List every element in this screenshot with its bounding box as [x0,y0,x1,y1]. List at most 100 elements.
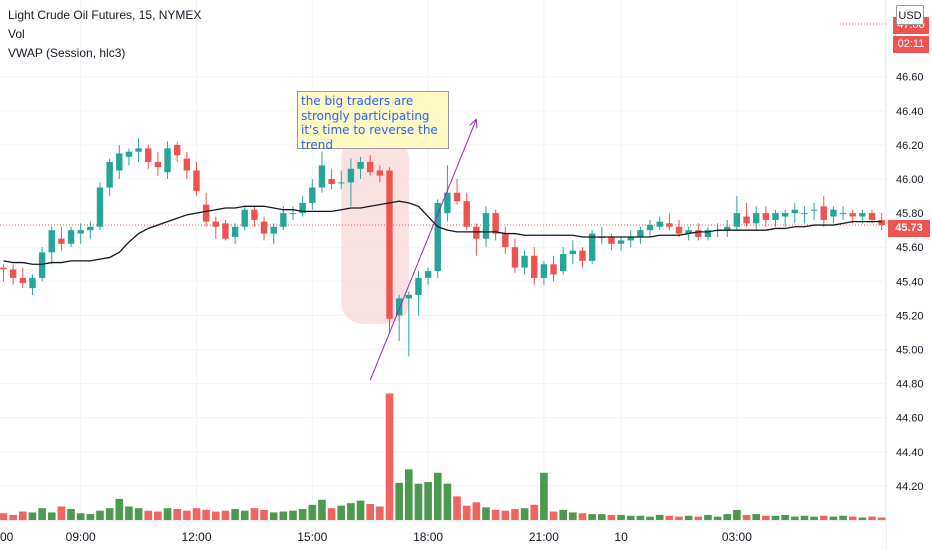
volume-bar [269,512,278,520]
volume-bar [655,514,664,520]
volume-bar [636,515,645,520]
chart-legend: Light Crude Oil Futures, 15, NYMEX Vol V… [8,6,201,63]
candle-body [762,213,770,220]
volume-bar [800,515,809,520]
price-tick-label: 45.00 [896,345,924,357]
volume-bar [279,511,288,520]
text-note-annotation[interactable]: the big traders are strongly participati… [297,91,449,152]
candle-body [135,148,142,152]
volume-bar [810,516,818,520]
volume-bar [298,509,307,520]
volume-bar [347,503,355,520]
candle-body [395,298,403,316]
candle-body [579,250,586,261]
time-tick-label: 12:00 [181,530,211,544]
candle-body [791,209,798,214]
volume-bar [559,509,567,520]
time-tick-label: 00 [0,530,14,544]
currency-button[interactable]: USD [896,5,924,25]
candle-body [19,277,26,284]
candle-body [222,223,229,239]
candle-body [521,255,528,268]
candle-body [415,277,422,295]
candle-body [473,226,480,239]
volume-bar [829,516,838,520]
volume-bar [848,516,857,520]
candle-body [424,271,432,278]
candle-body [193,170,200,191]
candle-body [183,158,191,171]
candle-body [125,151,133,157]
candle-body [695,230,702,237]
candle-body [627,236,634,241]
price-tick-label: 44.20 [896,481,924,493]
volume-bar [617,514,625,520]
candle-body [0,267,7,270]
volume-bar [540,472,548,520]
vwap-study-label[interactable]: VWAP (Session, hlc3) [8,46,126,60]
volume-bar [520,508,529,520]
volume-bar [414,483,423,520]
vwap-line [3,200,882,265]
volume-bar [646,516,654,520]
volume-bar [877,517,886,520]
volume-bar [366,503,374,520]
candle-body [67,230,75,244]
volume-bar [19,511,27,520]
volume-bar [858,517,867,520]
volume-bar [578,513,587,520]
price-tick-label: 44.60 [896,413,924,425]
volume-bar [9,514,17,520]
volume-bar [588,514,596,520]
price-tick-label: 45.60 [896,242,924,254]
volume-bar [626,515,635,520]
volume-bar [47,512,56,520]
volume-bar [318,499,326,520]
volume-bar [598,514,606,520]
volume-bar [86,514,95,520]
volume-bar [511,509,519,520]
candle-body [434,202,441,272]
volume-bar [240,510,249,520]
volume-bar [144,510,153,520]
volume-bar [212,511,220,520]
time-axis-background [0,521,886,550]
candle-body [9,269,17,278]
volume-bar [424,482,432,520]
volume-bar [868,516,876,520]
volume-bar [733,509,741,520]
volume-bar [791,516,799,520]
volume-bar [202,509,210,520]
candle-body [531,255,538,278]
candle-body [743,216,750,224]
volume-bar [607,514,616,520]
candle-body [588,233,596,261]
volume-bar [28,512,37,520]
volume-bar [549,511,558,520]
candle-body [724,226,731,231]
candle-body [492,213,499,234]
candle-body [830,209,837,217]
candle-body [540,264,548,278]
volume-bar [771,515,780,520]
symbol-title[interactable]: Light Crude Oil Futures, 15, NYMEX [8,8,202,22]
candle-body [878,219,885,226]
volume-bar [231,509,239,520]
volume-bar [115,498,124,520]
candle-body [560,254,567,272]
candle-body [772,213,779,220]
candle-body [318,165,326,188]
volume-bar [38,508,46,520]
candle-body [231,226,239,237]
candle-body [859,213,866,217]
time-tick-label: 03:00 [722,530,752,544]
candle-body [357,161,364,169]
candle-body [637,230,644,237]
candle-body [801,213,808,215]
volume-bar [742,514,751,520]
volume-bar [395,482,403,520]
volume-study-label[interactable]: Vol [8,27,25,41]
candle-body [463,201,470,227]
